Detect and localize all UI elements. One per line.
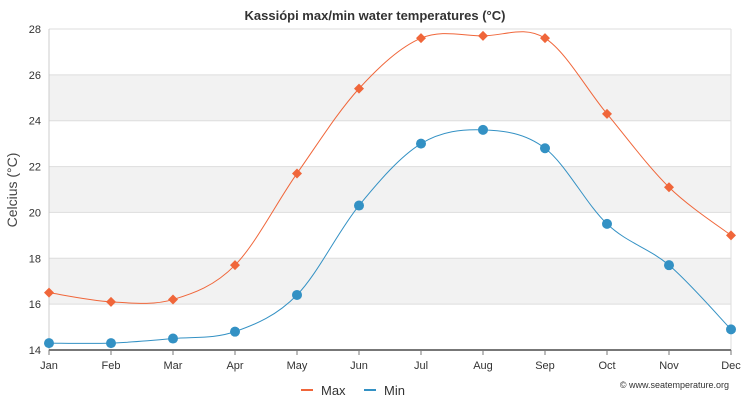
grid-band — [49, 258, 731, 305]
grid-lines — [48, 28, 732, 351]
grid-band — [49, 166, 731, 213]
x-tick-label: Sep — [535, 360, 555, 372]
x-tick-label: Jan — [40, 360, 58, 372]
y-tick-label: 20 — [29, 207, 41, 219]
series-min-line — [48, 129, 732, 344]
y-tick-label: 28 — [29, 24, 41, 36]
credit-text: © www.seatemperature.org — [620, 380, 729, 390]
y-tick-label: 22 — [29, 162, 41, 174]
series-max-point — [292, 168, 302, 179]
y-tick-label: 14 — [29, 345, 41, 357]
legend-max-label: Max — [321, 383, 346, 398]
series-max-point — [602, 108, 612, 119]
series-min-point — [602, 218, 612, 229]
legend: Max Min — [301, 383, 405, 398]
series-min — [44, 124, 736, 349]
series-min-point — [540, 143, 550, 154]
series-min-point — [478, 124, 488, 135]
series-max — [44, 30, 736, 307]
x-tick-label: Feb — [102, 360, 121, 372]
series-min-point — [106, 338, 116, 349]
legend-min-label: Min — [384, 383, 405, 398]
x-tick-label: Aug — [473, 360, 493, 372]
series-min-point — [44, 338, 54, 349]
y-tick-label: 24 — [29, 116, 41, 128]
x-tick-label: Mar — [164, 360, 183, 372]
series-max-point — [540, 33, 550, 44]
x-tick-label: Jul — [414, 360, 428, 372]
series-max-point — [168, 294, 178, 305]
y-tick-label: 26 — [29, 70, 41, 82]
series-min-point — [664, 260, 674, 271]
x-axis: Jan Feb Mar Apr May Jun Jul Aug Sep Oct Nov Dec — [40, 350, 741, 372]
series-max-point — [664, 182, 674, 193]
y-tick-label: 18 — [29, 253, 41, 265]
series-max-point — [416, 33, 426, 44]
series-min-point — [230, 326, 240, 337]
series-layer — [44, 30, 736, 349]
series-max-point — [44, 287, 54, 298]
y-axis: 14 16 18 20 22 24 26 28 — [29, 24, 41, 357]
x-tick-label: Jun — [350, 360, 368, 372]
series-max-point — [230, 260, 240, 271]
series-min-point — [168, 333, 178, 344]
series-max-point — [106, 296, 116, 307]
series-min-point — [726, 324, 736, 335]
y-axis-label: Celcius (°C) — [4, 153, 20, 228]
grid-band — [49, 74, 731, 121]
x-tick-label: Nov — [659, 360, 679, 372]
series-min-point — [292, 289, 302, 300]
x-tick-label: Apr — [226, 360, 243, 372]
series-max-point — [726, 230, 736, 241]
x-tick-label: Oct — [598, 360, 615, 372]
series-min-point — [354, 200, 364, 211]
y-tick-label: 16 — [29, 299, 41, 311]
chart-title: Kassiópi max/min water temperatures (°C) — [245, 8, 506, 23]
grid-bands — [49, 74, 731, 305]
x-tick-label: May — [287, 360, 308, 372]
series-max-point — [478, 30, 488, 41]
x-tick-label: Dec — [721, 360, 741, 372]
series-max-point — [354, 83, 364, 94]
series-min-point — [416, 138, 426, 149]
